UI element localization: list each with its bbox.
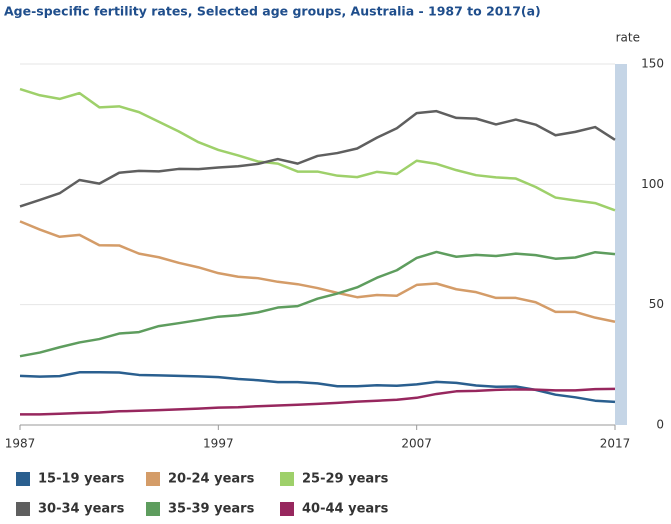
x-tick-label: 2007 (401, 437, 432, 451)
legend-swatch (16, 472, 30, 486)
series-line (19, 87, 616, 212)
legend-swatch (280, 502, 294, 516)
x-tick-label: 1987 (5, 437, 36, 451)
y-tick-label: 50 (649, 297, 664, 311)
legend-swatch (16, 502, 30, 516)
legend-swatch (280, 472, 294, 486)
legend-label: 40-44 years (302, 502, 389, 517)
x-tick-label: 2017 (600, 437, 631, 451)
legend-label: 20-24 years (168, 472, 255, 487)
legend-label: 35-39 years (168, 502, 255, 517)
x-tick-label: 1997 (203, 437, 234, 451)
series-line (19, 371, 616, 404)
legend-label: 25-29 years (302, 472, 389, 487)
y-axis-title: rate (616, 31, 640, 45)
y-tick-label: 100 (641, 177, 664, 191)
series-line (19, 109, 616, 208)
y-tick-label: 0 (656, 418, 664, 432)
legend-swatch (146, 502, 160, 516)
series-line (19, 220, 616, 323)
series-line (19, 250, 616, 358)
chart-title: Age-specific fertility rates, Selected a… (4, 4, 541, 19)
legend-label: 30-34 years (38, 502, 125, 517)
legend-swatch (146, 472, 160, 486)
y-tick-label: 150 (641, 57, 664, 71)
axis-bar (615, 64, 627, 425)
series-line (20, 387, 616, 416)
legend-label: 15-19 years (38, 472, 125, 487)
